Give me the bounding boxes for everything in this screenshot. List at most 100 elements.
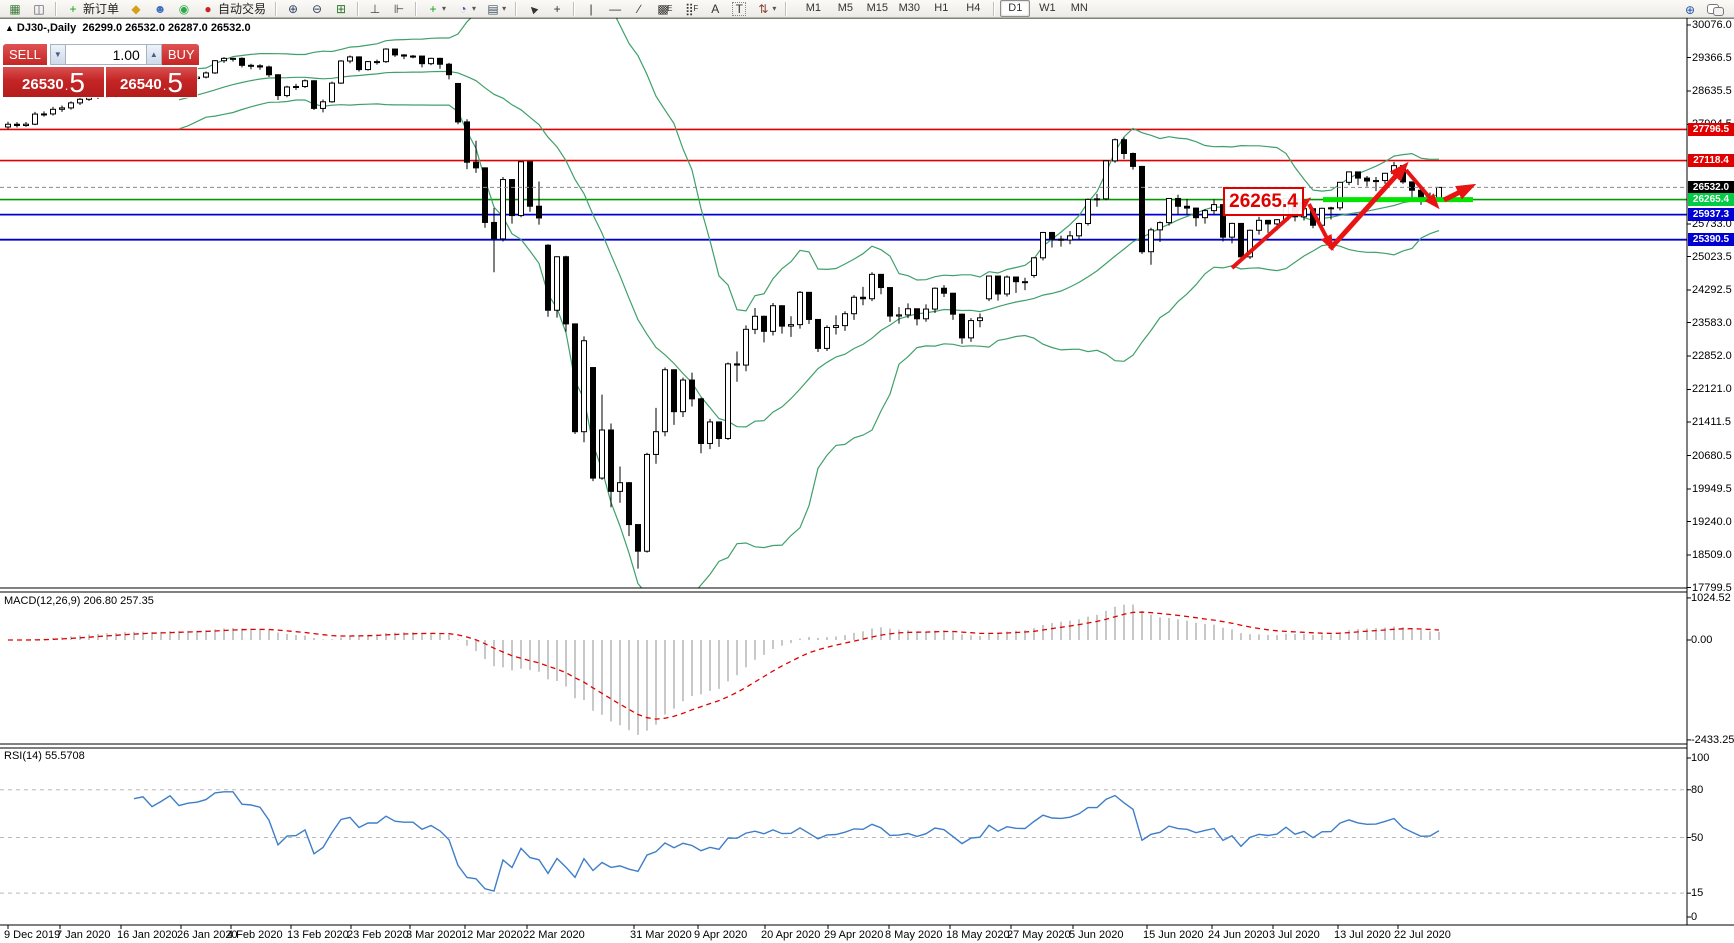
rsi-axis-label[interactable]: 50	[1691, 831, 1704, 844]
crosshair-button[interactable]: +	[546, 0, 568, 18]
periodicity-button[interactable]: ⊩	[388, 0, 410, 18]
date-axis-label[interactable]: 20 Apr 2020	[761, 929, 821, 941]
rsi-axis-label[interactable]: 80	[1691, 783, 1704, 796]
horizontal-line-button[interactable]: —	[604, 0, 626, 18]
macd-pane[interactable]	[8, 604, 1440, 735]
fibonacci-button[interactable]: ▩ E	[652, 0, 676, 18]
zoom-out-button[interactable]: ⊖	[306, 0, 328, 18]
autotrade-button[interactable]: ● 自动交易	[197, 0, 270, 18]
date-axis-label[interactable]: 23 Feb 2020	[347, 929, 409, 941]
price-axis-label[interactable]: 19949.5	[1692, 482, 1732, 495]
price-axis-label[interactable]: 19240.0	[1692, 515, 1732, 528]
date-axis-label[interactable]: 18 May 2020	[946, 929, 1010, 941]
date-axis-label[interactable]: 4 Feb 2020	[227, 929, 283, 941]
main-pane[interactable]	[0, 18, 1687, 603]
chart-template-button[interactable]: ▤ ▾	[482, 0, 510, 18]
date-axis-label[interactable]: 24 Jun 2020	[1208, 929, 1269, 941]
timeframe-h4-button[interactable]: H4	[966, 2, 981, 14]
volume-decrease-button[interactable]: ▼	[50, 45, 66, 64]
price-axis-label[interactable]: 22852.0	[1692, 350, 1732, 362]
community-button[interactable]: ☻	[149, 0, 171, 18]
analysis-arrow[interactable]	[1328, 161, 1409, 251]
timeframe-d1-button[interactable]: D1	[1000, 0, 1031, 17]
price-axis-label[interactable]: 18509.0	[1692, 549, 1732, 561]
price-axis-label[interactable]: 20680.5	[1692, 449, 1732, 462]
chart-window[interactable]: 30076.029366.528635.527904.525733.025023…	[0, 18, 1734, 943]
equidistant-channel-button[interactable]: ⣿ F	[678, 0, 702, 18]
rsi-axis-label[interactable]: 100	[1691, 752, 1710, 764]
date-axis-label[interactable]: 26 Jan 2020	[177, 929, 238, 941]
sell-button[interactable]: SELL	[3, 44, 47, 65]
date-axis-label[interactable]: 27 May 2020	[1007, 929, 1071, 941]
timeframe-m1-button[interactable]: M1	[805, 2, 821, 14]
periods-clock-button[interactable]: ◔ ▾	[452, 0, 480, 18]
analysis-arrow[interactable]	[1307, 203, 1334, 251]
date-axis-label[interactable]: 13 Jul 2020	[1334, 929, 1391, 941]
timeframe-m5-button[interactable]: M5	[837, 2, 853, 14]
buy-price-panel[interactable]: 26540. 5	[106, 67, 197, 97]
date-axis-label[interactable]: 8 May 2020	[885, 929, 943, 941]
macd-axis-label[interactable]: 1024.52	[1691, 591, 1731, 604]
candle-body	[212, 60, 218, 74]
date-axis-label[interactable]: 3 Mar 2020	[406, 929, 462, 941]
price-axis-label[interactable]: 23583.0	[1692, 316, 1732, 329]
date-axis-label[interactable]: 22 Mar 2020	[523, 929, 585, 941]
timeframe-h1-button[interactable]: H1	[934, 2, 949, 14]
analysis-arrow[interactable]	[1404, 168, 1440, 210]
collapse-triangle-icon[interactable]: ▲	[5, 23, 14, 33]
date-axis-label[interactable]: 31 Mar 2020	[630, 929, 692, 941]
date-axis-label[interactable]: 15 Jun 2020	[1143, 929, 1204, 941]
price-annotation-box[interactable]: 26265.4	[1223, 187, 1304, 216]
new-order-button[interactable]: + 新订单	[62, 0, 123, 18]
date-axis-label[interactable]: 29 Apr 2020	[824, 929, 884, 941]
macd-axis-label[interactable]: 0.00	[1691, 634, 1713, 646]
chart-profiles-button[interactable]: ◫	[28, 0, 50, 18]
price-axis-label[interactable]: 25023.5	[1692, 250, 1732, 263]
rsi-axis-label[interactable]: 15	[1691, 887, 1704, 900]
buy-button[interactable]: BUY	[161, 44, 199, 65]
volume-increase-button[interactable]: ▲	[145, 45, 161, 64]
volume-input[interactable]	[65, 45, 146, 64]
new-chart-button[interactable]: ▦	[4, 0, 26, 18]
vertical-line-button[interactable]: |	[580, 0, 602, 18]
date-axis-label[interactable]: 12 Mar 2020	[461, 929, 523, 941]
rsi-axis-label[interactable]: 0	[1691, 911, 1698, 923]
date-axis-label[interactable]: 5 Jun 2020	[1069, 929, 1124, 941]
trendline-button[interactable]: ∕	[628, 0, 650, 18]
text-button[interactable]: A	[704, 0, 726, 18]
rsi-pane[interactable]	[0, 789, 1687, 894]
price-axis-label[interactable]: 21411.5	[1692, 416, 1731, 428]
price-axis-label[interactable]: 28635.5	[1692, 85, 1732, 97]
sell-price-panel[interactable]: 26530. 5	[3, 67, 104, 97]
date-axis-label[interactable]: 7 Jan 2020	[56, 929, 111, 941]
date-axis-label[interactable]: 13 Feb 2020	[287, 929, 349, 941]
price-axis-label[interactable]: 17799.5	[1692, 581, 1732, 594]
zoom-in-button[interactable]: ⊕	[282, 0, 304, 18]
price-axis-label[interactable]: 30076.0	[1692, 19, 1732, 31]
indicators-button[interactable]: ⊥	[364, 0, 386, 18]
analysis-arrow[interactable]	[1442, 183, 1477, 203]
timeframe-m30-button[interactable]: M30	[898, 2, 921, 14]
timeframe-mn-button[interactable]: MN	[1070, 2, 1088, 14]
macd-axis-label[interactable]: -2433.25	[1691, 733, 1734, 746]
chart-canvas[interactable]	[0, 18, 1734, 943]
signal-button[interactable]: ◉	[173, 0, 195, 18]
timeframe-m15-button[interactable]: M15	[866, 2, 889, 14]
add-indicator-button[interactable]: + ▾	[422, 0, 450, 18]
date-axis-label[interactable]: 9 Apr 2020	[694, 929, 748, 941]
price-axis-label[interactable]: 24292.5	[1692, 284, 1732, 296]
arrows-button[interactable]: ⇅ ▾	[752, 0, 780, 18]
search-button[interactable]: ⊕	[1679, 1, 1701, 19]
tile-windows-button[interactable]: ⊞	[330, 0, 352, 18]
timeframe-w1-button[interactable]: W1	[1039, 2, 1056, 14]
date-axis-label[interactable]: 16 Jan 2020	[117, 929, 178, 941]
chat-button[interactable]	[1703, 1, 1727, 19]
price-axis-label[interactable]: 29366.5	[1692, 51, 1732, 64]
gold-button[interactable]: ◆	[125, 0, 147, 18]
date-axis-label[interactable]: 22 Jul 2020	[1394, 929, 1451, 941]
cursor-button[interactable]: ▲	[522, 0, 544, 18]
date-axis-label[interactable]: 9 Dec 2019	[4, 929, 61, 941]
price-axis-label[interactable]: 22121.0	[1692, 383, 1732, 396]
date-axis-label[interactable]: 3 Jul 2020	[1269, 929, 1320, 941]
text-label-button[interactable]: T	[728, 0, 750, 18]
